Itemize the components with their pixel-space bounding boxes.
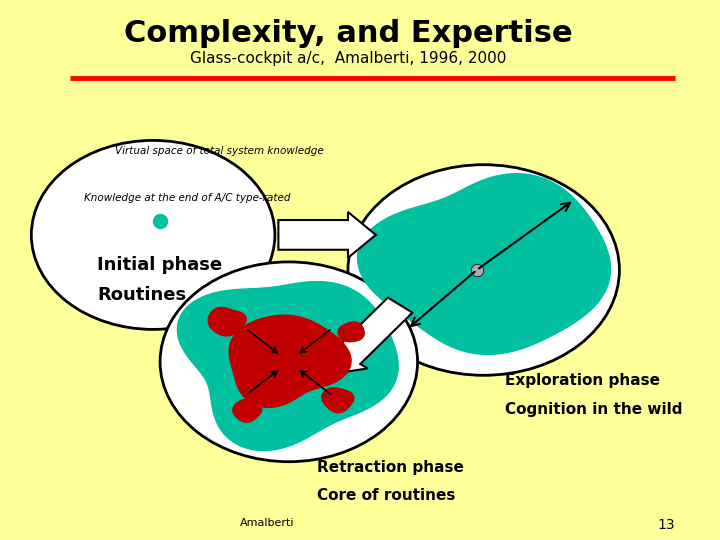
Text: Virtual space of total system knowledge: Virtual space of total system knowledge [114, 146, 323, 156]
Polygon shape [322, 388, 354, 413]
Text: 13: 13 [657, 518, 675, 532]
Circle shape [348, 165, 619, 375]
Text: Knowledge at the end of A/C type-rated: Knowledge at the end of A/C type-rated [84, 193, 290, 203]
Circle shape [160, 262, 418, 462]
Text: Cognition in the wild: Cognition in the wild [505, 402, 682, 417]
Text: Glass-cockpit a/c,  Amalberti, 1996, 2000: Glass-cockpit a/c, Amalberti, 1996, 2000 [190, 51, 506, 66]
Text: Amalberti: Amalberti [240, 518, 294, 528]
Text: Complexity, and Expertise: Complexity, and Expertise [124, 19, 572, 48]
FancyArrow shape [328, 298, 413, 374]
Text: Initial phase: Initial phase [97, 255, 222, 274]
Text: Exploration phase: Exploration phase [505, 373, 660, 388]
Polygon shape [338, 322, 364, 342]
Polygon shape [358, 174, 611, 354]
Text: Retraction phase: Retraction phase [317, 460, 464, 475]
Polygon shape [177, 281, 398, 450]
Polygon shape [208, 308, 246, 336]
Polygon shape [233, 399, 261, 422]
FancyArrow shape [279, 212, 376, 258]
Text: Routines: Routines [97, 286, 186, 305]
Text: Core of routines: Core of routines [317, 488, 455, 503]
Polygon shape [229, 315, 351, 407]
Circle shape [31, 140, 275, 329]
